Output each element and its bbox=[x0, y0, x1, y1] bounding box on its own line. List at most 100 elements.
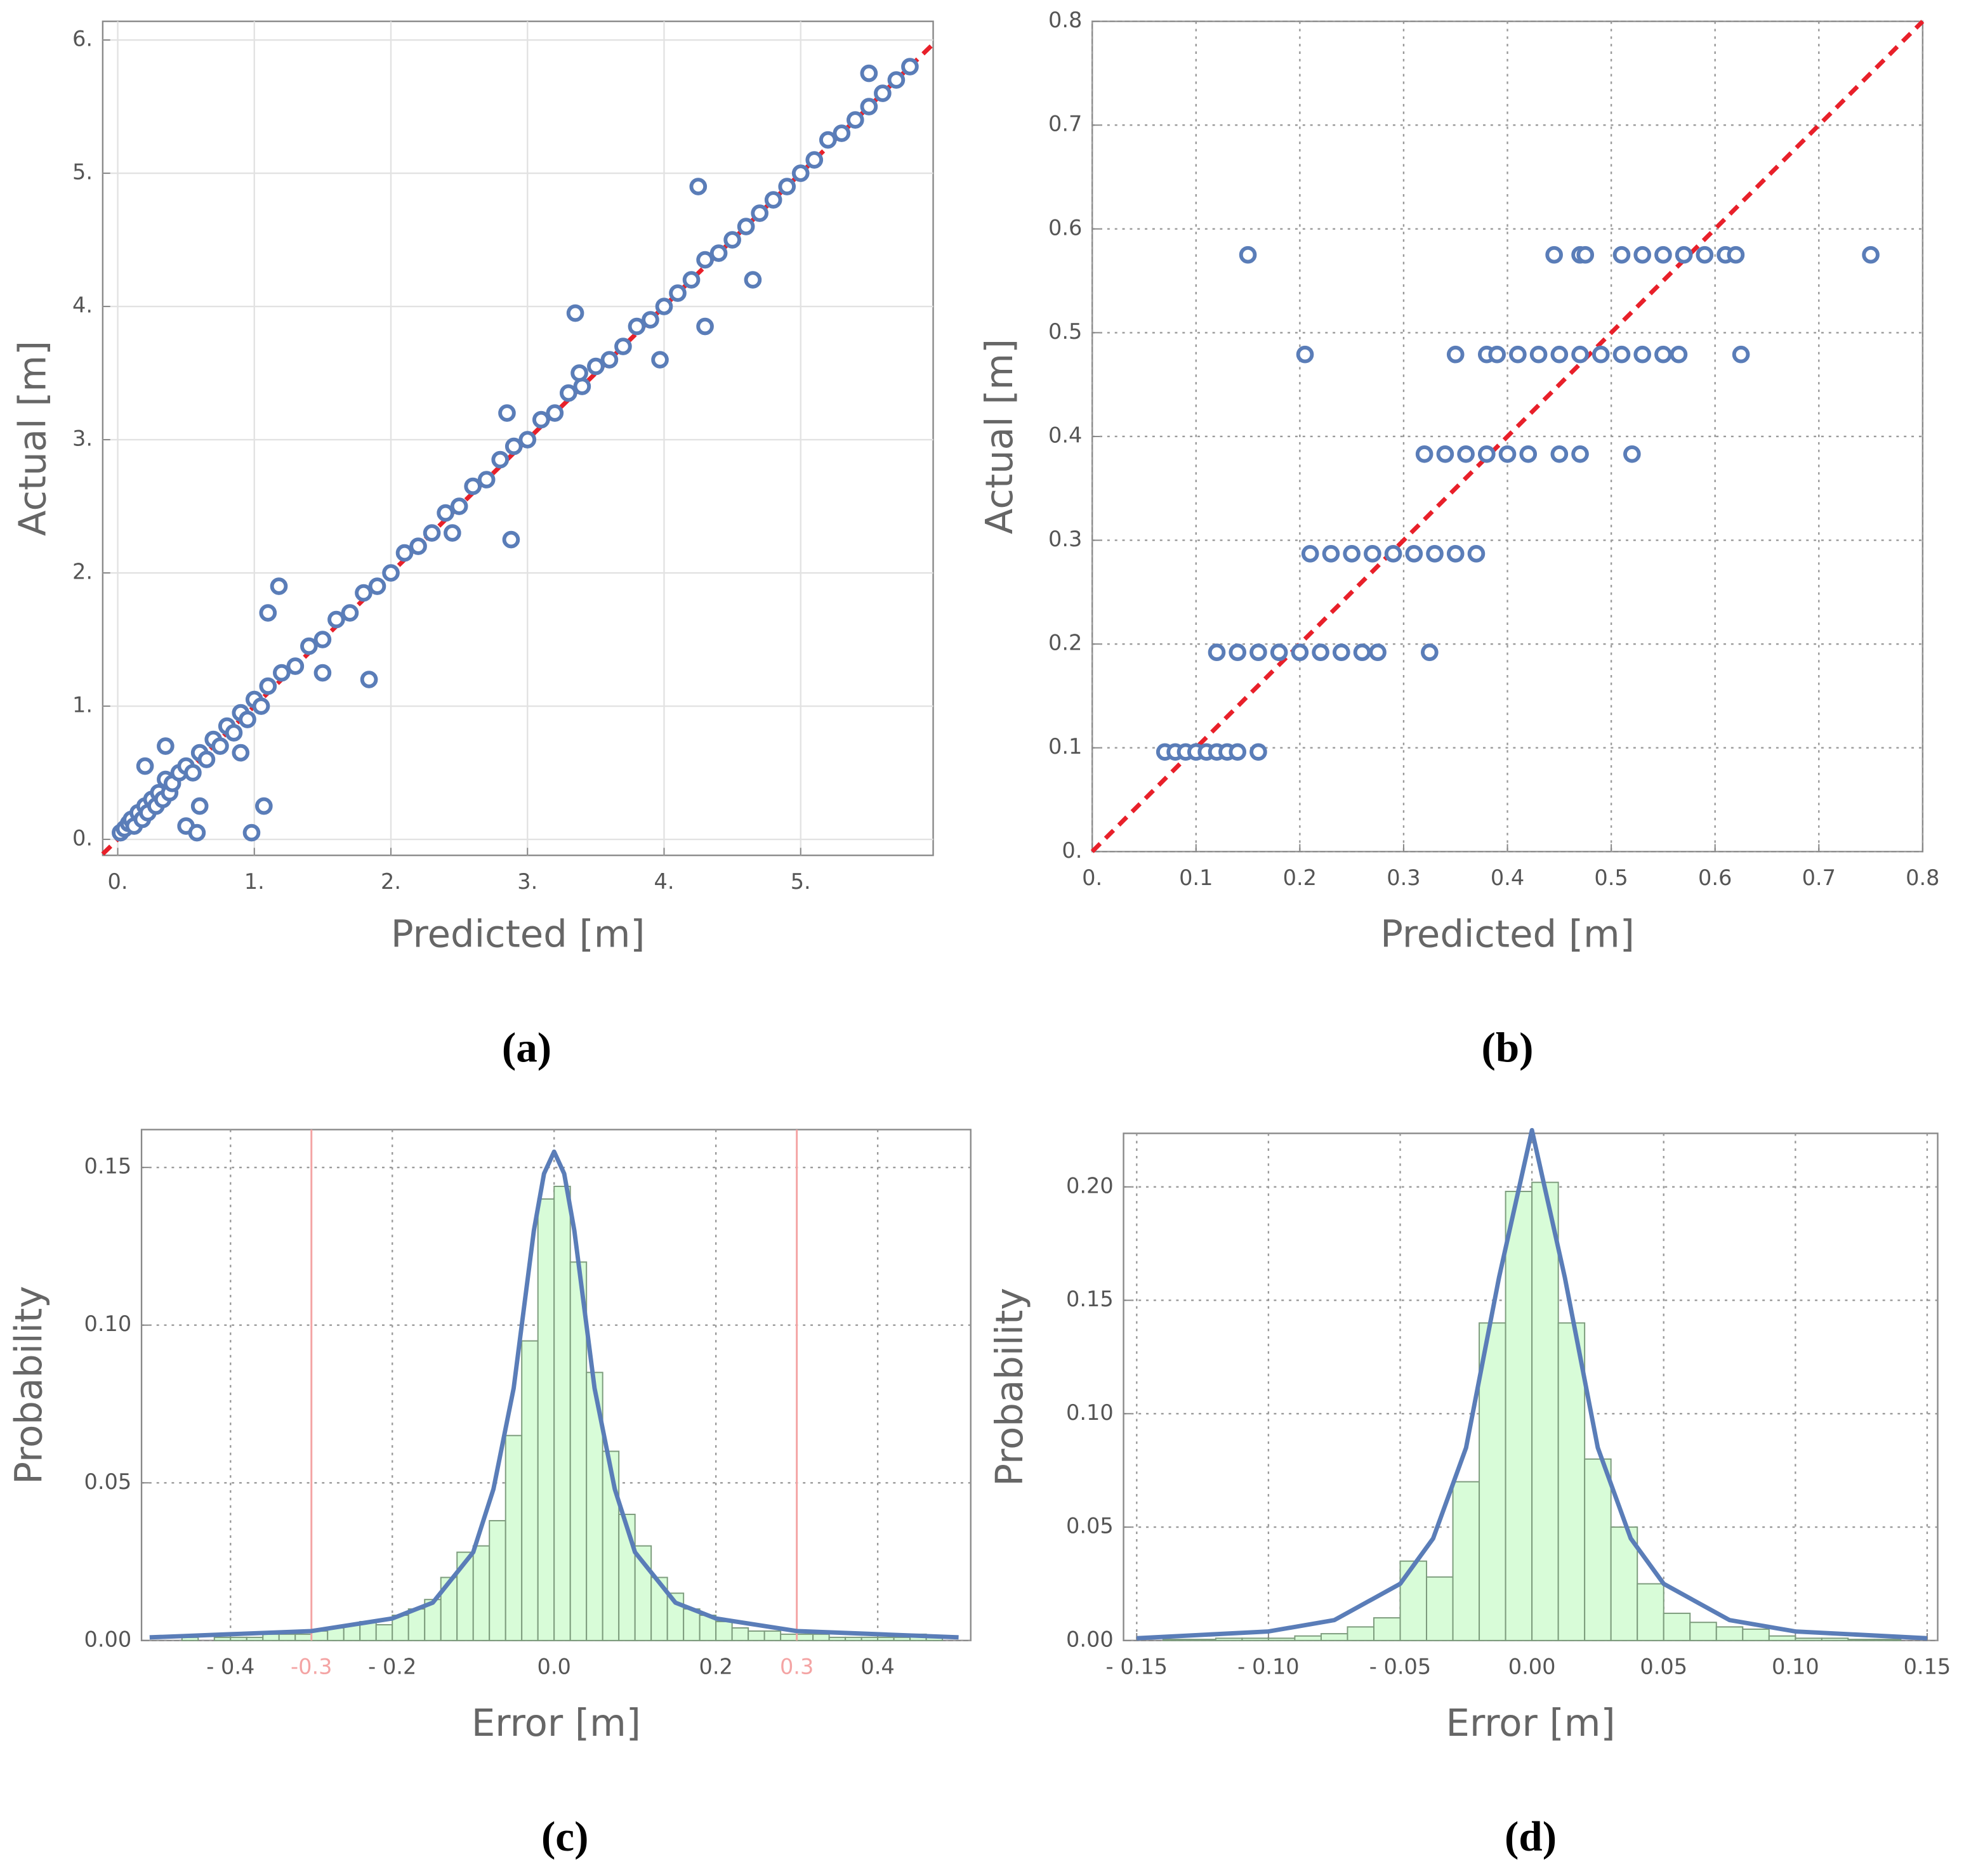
x-tick-label: 0.00 bbox=[1508, 1655, 1556, 1679]
data-point bbox=[409, 537, 427, 555]
data-point bbox=[1369, 643, 1387, 662]
histogram-bar bbox=[1267, 1637, 1296, 1641]
histogram-bar bbox=[1663, 1612, 1691, 1641]
data-point bbox=[860, 64, 878, 82]
histogram-bar bbox=[1795, 1637, 1822, 1641]
data-point bbox=[1446, 545, 1465, 563]
data-point bbox=[190, 797, 209, 815]
data-point bbox=[805, 151, 824, 169]
data-point bbox=[1384, 545, 1402, 563]
histogram-bar bbox=[1873, 1639, 1902, 1641]
data-point bbox=[270, 577, 288, 595]
histogram-bar bbox=[812, 1633, 830, 1641]
histogram-bar bbox=[748, 1630, 765, 1641]
histogram-bar bbox=[1241, 1637, 1269, 1641]
fit-curve bbox=[1137, 1127, 1928, 1641]
data-point bbox=[355, 584, 372, 602]
data-point bbox=[737, 218, 755, 235]
data-point bbox=[744, 271, 762, 289]
data-point bbox=[450, 497, 468, 515]
data-point bbox=[1509, 345, 1527, 364]
data-point bbox=[819, 131, 837, 149]
data-point bbox=[1519, 445, 1538, 463]
y-axis-label: Actual [m] bbox=[977, 339, 1021, 534]
histogram-bar bbox=[1715, 1626, 1744, 1641]
histogram-bar bbox=[294, 1633, 312, 1641]
histogram-bar bbox=[569, 1261, 588, 1641]
data-point bbox=[437, 504, 454, 522]
data-point bbox=[1612, 246, 1631, 264]
x-axis-label: Error [m] bbox=[1446, 1701, 1616, 1745]
histogram-bar bbox=[1531, 1181, 1559, 1641]
y-tick-label: 0.6 bbox=[1048, 215, 1082, 240]
histogram-bar bbox=[1689, 1622, 1717, 1641]
histogram-bar bbox=[504, 1434, 523, 1641]
data-point bbox=[614, 338, 632, 355]
data-point bbox=[286, 657, 305, 675]
data-point bbox=[1353, 643, 1371, 662]
y-tick-label: 6. bbox=[72, 27, 93, 51]
data-point bbox=[1550, 345, 1569, 364]
histogram-bar bbox=[683, 1608, 701, 1641]
y-axis-label: Actual [m] bbox=[10, 341, 54, 536]
data-point bbox=[423, 524, 441, 542]
data-point bbox=[1612, 345, 1631, 364]
y-tick-label: 0.15 bbox=[84, 1154, 132, 1179]
x-tick-label: 0.15 bbox=[1904, 1655, 1951, 1679]
y-tick-label: 0. bbox=[1062, 838, 1082, 863]
data-point bbox=[1571, 445, 1589, 463]
x-axis-label: Error [m] bbox=[471, 1701, 641, 1745]
data-point bbox=[1550, 445, 1569, 463]
data-point bbox=[847, 111, 864, 129]
data-point bbox=[723, 231, 741, 249]
histogram-bar bbox=[262, 1633, 280, 1641]
histogram-bar bbox=[1294, 1635, 1322, 1641]
data-point bbox=[504, 437, 523, 456]
data-point bbox=[546, 404, 564, 422]
caption: (c) bbox=[541, 1813, 588, 1860]
data-point bbox=[1364, 545, 1381, 563]
x-tick-label: 0.5 bbox=[1594, 865, 1628, 890]
y-tick-label: 0.1 bbox=[1048, 734, 1082, 759]
diagonal-line bbox=[1090, 20, 1925, 853]
data-point bbox=[833, 124, 851, 142]
data-point bbox=[1467, 545, 1486, 563]
data-point bbox=[1229, 643, 1247, 662]
histogram-bar bbox=[1189, 1639, 1216, 1641]
data-point bbox=[1208, 643, 1226, 662]
data-point bbox=[860, 98, 878, 115]
data-point bbox=[1405, 545, 1423, 563]
data-point bbox=[1675, 246, 1693, 264]
x-tick-label: - 0.2 bbox=[368, 1655, 416, 1679]
histogram-bar bbox=[1637, 1583, 1664, 1641]
data-point bbox=[689, 178, 708, 195]
x-tick-label: 0. bbox=[108, 869, 128, 894]
data-point bbox=[259, 604, 277, 622]
histogram-bar bbox=[521, 1340, 539, 1641]
data-point bbox=[566, 304, 584, 322]
data-point bbox=[1477, 445, 1496, 463]
data-point bbox=[587, 357, 605, 376]
histogram-bar bbox=[877, 1636, 895, 1641]
y-tick-label: 0.20 bbox=[1066, 1173, 1114, 1198]
data-point bbox=[669, 284, 687, 302]
data-point bbox=[682, 271, 701, 289]
data-point bbox=[1727, 246, 1745, 264]
data-point bbox=[1623, 445, 1641, 463]
y-tick-label: 3. bbox=[72, 426, 93, 451]
data-point bbox=[368, 577, 386, 595]
data-point bbox=[1270, 643, 1288, 662]
data-point bbox=[1343, 545, 1361, 563]
data-point bbox=[313, 631, 332, 648]
histogram-bar bbox=[1452, 1481, 1480, 1641]
y-tick-label: 0.05 bbox=[84, 1469, 132, 1494]
y-tick-label: 0.00 bbox=[1066, 1627, 1114, 1651]
data-point bbox=[1670, 345, 1688, 364]
y-tick-label: 0.10 bbox=[84, 1311, 132, 1336]
data-point bbox=[273, 664, 291, 682]
data-point bbox=[444, 524, 461, 542]
x-tick-label: 3. bbox=[517, 869, 537, 894]
x-tick-label: 1. bbox=[244, 869, 265, 894]
x-tick-label: 0.4 bbox=[1491, 865, 1524, 890]
